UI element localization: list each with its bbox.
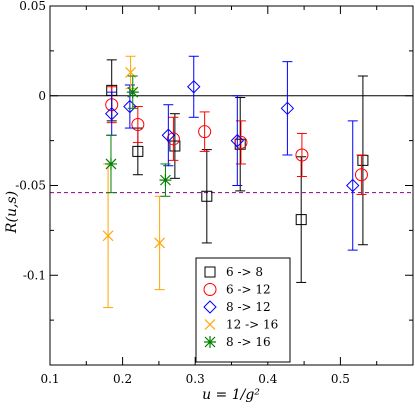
marker-circle [234,135,248,149]
marker-circle [295,148,309,162]
marker-asterisk [204,336,216,348]
data-point [187,55,201,118]
marker-circle [131,117,145,131]
legend-entry: 6 -> 8 [204,265,263,279]
data-point [166,116,180,161]
data-point [126,75,139,109]
marker-asterisk [159,174,172,187]
x-tick-label: 0.1 [40,372,59,386]
y-axis-label: R(u,s) [4,191,20,234]
data-point [159,163,172,197]
legend-label: 12 -> 16 [226,318,278,332]
marker-diamond [280,101,295,116]
marker-circle [166,132,180,146]
legend-label: 8 -> 12 [226,300,271,314]
data-point [105,91,119,136]
x-axis-label: u = 1/g² [202,387,260,403]
y-tick-label: 0 [38,89,46,103]
legend-entry: 6 -> 12 [203,283,271,297]
data-point [125,55,137,90]
marker-square [169,140,181,152]
data-point [104,134,117,194]
marker-diamond [187,80,201,94]
legend-entry: 8 -> 12 [203,300,271,314]
series-4 [104,75,172,197]
data-point [131,106,145,143]
y-tick-label: 0.05 [19,0,46,13]
marker-circle [198,125,212,139]
marker-x [154,237,166,249]
legend-entry: 12 -> 16 [204,318,278,332]
marker-square [204,266,216,278]
data-point [346,120,360,251]
marker-diamond [230,133,245,148]
marker-circle [203,283,217,296]
legend-label: 6 -> 12 [226,283,271,297]
marker-x [102,230,114,242]
marker-square [295,214,307,226]
data-point [169,113,181,179]
legend-label: 8 -> 16 [226,335,271,349]
data-point [295,132,309,178]
data-point [230,95,245,186]
marker-square [132,145,144,157]
x-tick-label: 0.4 [258,372,277,386]
series-2 [105,55,360,251]
data-point [295,156,307,283]
marker-circle [354,168,368,182]
data-point [357,75,369,246]
marker-x [204,319,216,330]
data-point [280,61,295,156]
marker-diamond [123,99,137,114]
marker-diamond [161,128,176,142]
marker-diamond [203,300,217,314]
x-tick-label: 0.2 [113,372,132,386]
legend-label: 6 -> 8 [226,265,263,279]
x-tick-label: 0.5 [331,372,350,386]
marker-asterisk [104,157,117,170]
axes: 0.1 0.2 0.3 0.4 0.5 -0.1 -0.05 0 0.05 [15,0,414,386]
data-point [354,154,368,195]
marker-diamond [346,178,360,193]
legend-box [195,257,291,363]
y-tick-label: -0.05 [15,179,46,193]
data-marks [102,55,369,309]
data-point [198,111,212,152]
marker-asterisk [126,86,139,99]
data-point [154,195,166,291]
x-tick-label: 0.3 [186,372,205,386]
marker-diamond [105,106,119,121]
legend: 6 -> 8 6 -> 12 8 -> 12 12 -> 16 8 -> 16 [195,257,291,363]
marker-square [201,190,213,202]
y-tick-label: -0.1 [23,268,46,282]
legend-entry: 8 -> 16 [204,335,271,349]
data-point [201,149,213,244]
